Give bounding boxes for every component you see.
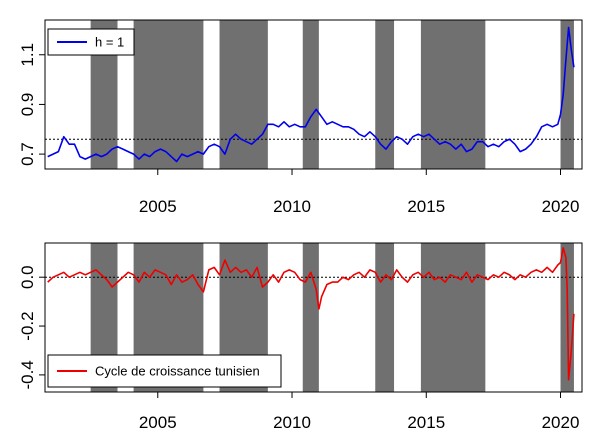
top-panel: 2005 2010 2015 2020 0.7 0.9 1.1 h = 1 [18,19,583,216]
y-tick-label: 0.7 [18,142,37,166]
shaded-band [375,20,395,169]
x-tick-label: 2015 [407,413,445,432]
shaded-band [302,20,319,169]
bottom-panel: 2005 2010 2015 2020 -0.4 -0.2 0.0 Cycle de croi… [18,242,583,432]
shaded-band [133,20,204,169]
series-line [47,26,575,163]
legend-label: h = 1 [95,35,124,50]
x-tick-label: 2010 [273,197,311,216]
series-line [47,247,575,381]
plot-frame [44,19,583,170]
y-tick-label: 1.1 [18,43,37,67]
y-tick-label: 0.0 [18,265,37,289]
shaded-band [420,243,486,392]
x-tick-label: 2010 [273,413,311,432]
x-tick-label: 2005 [139,197,177,216]
y-tick-label: -0.4 [18,360,37,389]
y-tick-label: -0.2 [18,311,37,340]
plot-frame [44,242,583,393]
x-tick-label: 2015 [407,197,445,216]
shaded-band [302,243,319,392]
legend-label: Cycle de croissance tunisien [95,364,260,379]
y-tick-label: 0.9 [18,93,37,117]
shaded-band [560,20,574,169]
x-tick-label: 2005 [139,413,177,432]
shaded-band [219,20,268,169]
shaded-band [375,243,395,392]
x-tick-label: 2020 [542,197,580,216]
x-tick-label: 2020 [542,413,580,432]
